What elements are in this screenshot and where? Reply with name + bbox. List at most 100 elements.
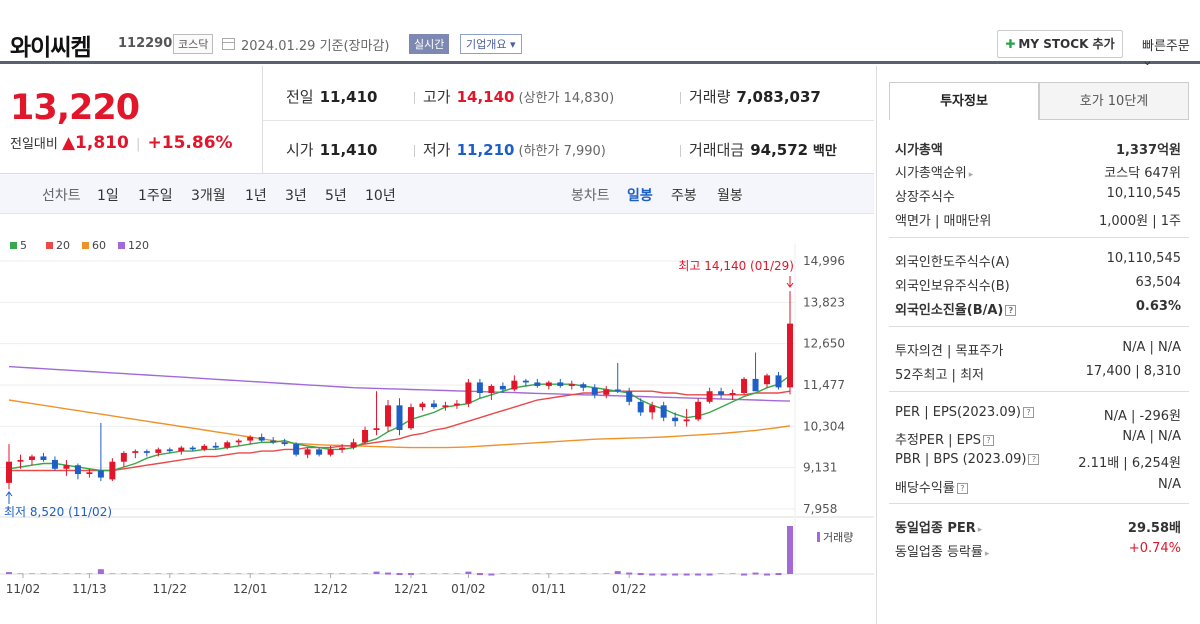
candle-body	[270, 440, 277, 443]
tab-3m[interactable]: 3개월	[191, 188, 226, 204]
tab-hoga-10[interactable]: 호가 10단계	[1039, 82, 1189, 120]
y-tick-label: 9,131	[803, 461, 837, 475]
chevron-right-icon: ▸	[968, 170, 974, 180]
foreign-ratio-row: 외국인소진율(B/A)? 0.63%	[895, 299, 1181, 318]
help-icon[interactable]: ?	[1028, 454, 1040, 465]
quick-order-dropdown[interactable]: 빠른주문 ⌄	[1142, 39, 1190, 69]
volume-label: 거래량	[823, 531, 853, 544]
chevron-right-icon: ▸	[984, 549, 990, 559]
candle-body	[339, 447, 346, 450]
candlestick-chart[interactable]: 5 20 60 120 14,996 13,823 12,650 11,477 10,304 9,…	[0, 214, 874, 624]
legend-label: 60	[92, 239, 106, 252]
tab-1y[interactable]: 1년	[245, 188, 267, 204]
candle-body	[522, 380, 529, 383]
amount-label: 거래대금	[689, 141, 745, 159]
stock-code: 112290	[118, 36, 173, 51]
volume-bar	[120, 573, 127, 574]
y-tick-label: 11,477	[803, 378, 845, 392]
stock-header	[0, 0, 1200, 64]
volume-bar	[258, 573, 265, 574]
market-cap-label: 시가총액	[895, 143, 943, 158]
date-text: 2024.01.29 기준(장마감)	[241, 39, 390, 54]
add-mystock-button[interactable]: ✚ MY STOCK 추가	[997, 30, 1123, 58]
tab-daily[interactable]: 일봉	[627, 188, 653, 204]
candle-body	[453, 403, 460, 406]
candle-body	[752, 378, 759, 392]
volume-bar	[97, 569, 104, 574]
lower-limit: (하한가 7,990)	[518, 144, 606, 159]
tab-weekly[interactable]: 주봉	[671, 188, 697, 204]
volume-bar	[201, 573, 208, 574]
volume-bar	[178, 573, 185, 574]
opinion-row: 투자의견 | 목표주가 N/A | N/A	[895, 340, 1181, 359]
tab-1w[interactable]: 1주일	[138, 188, 173, 204]
dividend-value: N/A	[1158, 477, 1181, 492]
plus-icon: ✚	[1005, 37, 1016, 51]
tab-3y[interactable]: 3년	[285, 188, 307, 204]
candle-body	[373, 428, 380, 430]
volume-bar	[683, 573, 690, 576]
legend-label: 20	[56, 239, 70, 252]
cap-rank-row[interactable]: 시가총액순위 ▸ 코스닥 647위	[895, 162, 1181, 181]
shares-value: 10,110,545	[1106, 186, 1181, 201]
y-tick-label: 13,823	[803, 295, 845, 309]
volume-bar	[373, 571, 380, 574]
help-icon[interactable]: ?	[1005, 305, 1017, 316]
change-pct: +15.86%	[147, 133, 233, 153]
help-icon[interactable]: ?	[956, 483, 968, 494]
x-tick-label: 11/13	[72, 582, 107, 596]
panel-divider	[889, 391, 1189, 392]
volume-bar	[591, 573, 598, 574]
candle-body	[649, 405, 656, 413]
dividend-row: 배당수익률? N/A	[895, 477, 1181, 496]
volume-bar	[270, 573, 277, 574]
tab-10y[interactable]: 10년	[365, 188, 396, 204]
volume-bar	[545, 573, 552, 574]
help-icon[interactable]: ?	[982, 435, 994, 446]
amount-value: 94,572	[750, 141, 809, 159]
volume-bar	[316, 573, 323, 574]
candle-body	[120, 452, 127, 462]
volume-bar	[672, 573, 679, 576]
tab-invest-info[interactable]: 투자정보	[889, 82, 1039, 120]
tab-5y[interactable]: 5년	[325, 188, 347, 204]
prev-label: 전일	[286, 88, 314, 106]
par-label: 액면가 | 매매단위	[895, 214, 992, 229]
candle-body	[672, 417, 679, 422]
low-arrow-icon	[5, 491, 13, 504]
candle-body	[212, 445, 219, 448]
volume-bar	[396, 573, 403, 576]
volume: 거래량 7,083,037	[680, 86, 821, 107]
sector-change-value: +0.74%	[1128, 541, 1181, 556]
low-annotation: 최저 8,520 (11/02)	[4, 505, 112, 519]
sector-per-row[interactable]: 동일업종 PER ▸ 29.58배	[895, 517, 1181, 536]
help-icon[interactable]: ?	[1022, 407, 1034, 418]
x-tick-label: 01/22	[612, 582, 647, 596]
volume-bar	[40, 573, 47, 574]
x-tick-label: 11/22	[152, 582, 187, 596]
volume-label: 거래량	[689, 88, 731, 106]
volume-bar	[235, 573, 242, 574]
tab-monthly[interactable]: 월봉	[717, 188, 743, 204]
tab-1d[interactable]: 1일	[97, 188, 119, 204]
company-overview-dropdown[interactable]: 기업개요 ▾	[460, 34, 522, 54]
candle-body	[580, 384, 587, 388]
foreign-ratio-label: 외국인소진율(B/A)	[895, 303, 1004, 318]
sector-change-row[interactable]: 동일업종 등락률 ▸ +0.74%	[895, 541, 1181, 560]
candle-body	[17, 459, 24, 462]
candle-body	[603, 389, 610, 395]
volume-bar	[86, 573, 93, 574]
price-summary	[0, 66, 874, 174]
volume-bar	[132, 573, 139, 574]
shares-label: 상장주식수	[895, 190, 955, 205]
shares-row: 상장주식수 10,110,545	[895, 186, 1181, 205]
dividend-label: 배당수익률	[895, 481, 955, 496]
high-price: 고가 14,140 (상한가 14,830)	[414, 86, 614, 107]
foreign-limit-value: 10,110,545	[1106, 251, 1181, 266]
realtime-button[interactable]: 실시간	[409, 34, 450, 54]
pbr-label: PBR | BPS (2023.09)	[895, 452, 1027, 467]
volume-bar	[614, 571, 621, 574]
candle-body	[281, 442, 288, 445]
volume-bar	[568, 573, 575, 574]
candle-body	[166, 449, 173, 452]
